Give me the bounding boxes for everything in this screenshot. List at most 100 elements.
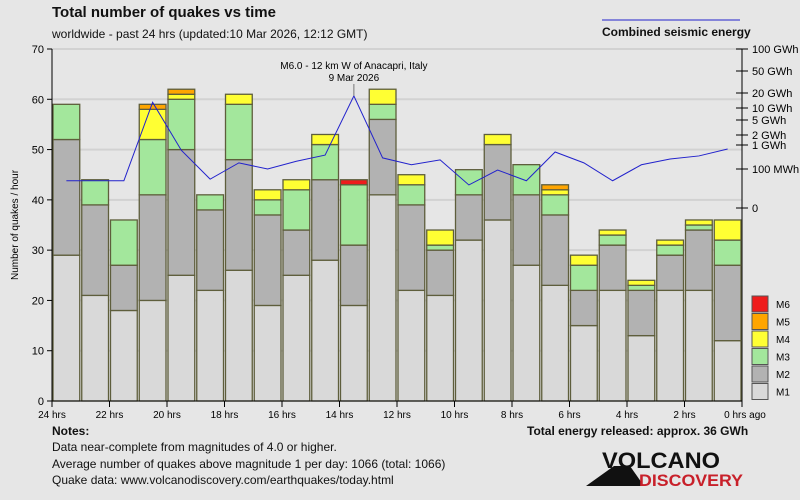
note-line: Data near-complete from magnitudes of 4.… [52, 440, 337, 454]
bar-m1 [282, 274, 311, 402]
energy-legend-label: Combined seismic energy [602, 25, 751, 39]
annotation-date: 9 Mar 2026 [329, 73, 380, 84]
energy-tick-label: 0 [752, 203, 758, 215]
bar-m4 [627, 279, 656, 286]
legend-label-m4: M4 [776, 335, 790, 346]
bar-m4 [368, 88, 397, 105]
bar-m1 [196, 289, 225, 402]
note-line: Quake data: www.volcanodiscovery.com/ear… [52, 473, 394, 487]
bar-m2 [454, 194, 483, 241]
legend-swatch-m5 [751, 313, 769, 330]
bar-m4 [569, 254, 598, 266]
bar-m2 [569, 289, 598, 327]
total-energy: Total energy released: approx. 36 GWh [527, 424, 749, 438]
bar-m1 [569, 324, 598, 402]
legend-label-m2: M2 [776, 370, 790, 381]
bar-m4 [598, 229, 627, 236]
energy-tick-label: 20 GWh [752, 88, 792, 100]
volcanodiscovery-logo[interactable]: VOLCANO DISCOVERY [584, 448, 744, 488]
x-tick-label: 8 hrs [501, 410, 523, 420]
bar-m4 [426, 229, 455, 246]
energy-tick-label: 10 GWh [752, 103, 792, 115]
bar-m1 [167, 274, 196, 402]
x-tick-label: 18 hrs [211, 410, 239, 420]
bar-m3 [253, 199, 282, 216]
y-tick-label: 60 [32, 94, 44, 106]
energy-tick-label: 2 GWh [752, 130, 786, 142]
y-tick-label: 0 [38, 396, 44, 408]
bar-m3 [454, 169, 483, 196]
bar-m3 [656, 244, 685, 256]
bar-m2 [52, 138, 81, 256]
bar-m4 [713, 219, 742, 241]
bar-m2 [627, 289, 656, 337]
bar-m3 [713, 239, 742, 266]
energy-tick-label: 100 MWh [752, 164, 799, 176]
bar-m4 [656, 239, 685, 246]
bar-m2 [598, 244, 627, 292]
bar-m3 [81, 179, 110, 206]
energy-tick-label: 100 GWh [752, 44, 798, 56]
bar-m3 [138, 138, 167, 196]
energy-line [66, 94, 728, 186]
bar-m3 [109, 219, 138, 266]
legend-label-m6: M6 [776, 300, 790, 311]
bar-m4 [253, 189, 282, 201]
energy-tick-label: 50 GWh [752, 66, 792, 78]
bar-m1 [512, 264, 541, 402]
x-tick-label: 14 hrs [326, 410, 354, 420]
bar-m3 [541, 194, 570, 216]
note-line: Average number of quakes above magnitude… [52, 457, 446, 471]
chart-subtitle: worldwide - past 24 hrs (updated:10 Mar … [52, 27, 368, 41]
legend-swatch-m6 [751, 295, 769, 313]
bar-m2 [224, 158, 253, 271]
x-tick-label: 4 hrs [616, 410, 638, 420]
y-tick-label: 70 [32, 44, 44, 56]
bar-m4 [138, 108, 167, 141]
bar-m1 [454, 239, 483, 402]
bar-m2 [138, 194, 167, 302]
x-tick-label: 24 hrs [38, 410, 66, 420]
bar-m2 [397, 204, 426, 292]
bar-m2 [311, 179, 340, 261]
x-tick-label: 20 hrs [153, 410, 181, 420]
bar-m3 [426, 244, 455, 251]
x-tick-label: 12 hrs [383, 410, 411, 420]
legend-swatch-m2 [751, 365, 769, 383]
bar-m3 [339, 184, 368, 246]
energy-tick-label: 1 GWh [752, 140, 786, 152]
bar-m1 [598, 289, 627, 402]
y-tick-label: 30 [32, 245, 44, 257]
bar-m4 [311, 133, 340, 146]
bar-m3 [368, 103, 397, 121]
y-tick-label: 40 [32, 195, 44, 207]
x-tick-label: 2 hrs [673, 410, 695, 420]
x-tick-label: 16 hrs [268, 410, 296, 420]
bar-m2 [339, 244, 368, 307]
bar-m1 [656, 289, 685, 402]
bar-m3 [282, 189, 311, 231]
bar-m1 [138, 299, 167, 402]
bar-m1 [426, 294, 455, 402]
bar-m2 [684, 229, 713, 292]
legend-label-m3: M3 [776, 353, 790, 364]
bar-m1 [253, 304, 282, 402]
bar-m4 [684, 219, 713, 226]
bar-m3 [167, 98, 196, 151]
bar-m2 [167, 148, 196, 276]
svg-text:VOLCANO: VOLCANO [602, 448, 720, 473]
bar-m1 [368, 194, 397, 402]
bar-m4 [541, 189, 570, 196]
legend-swatch-m1 [751, 383, 769, 400]
bar-m1 [311, 259, 340, 402]
bar-m2 [713, 264, 742, 342]
bar-m1 [339, 304, 368, 402]
x-tick-label: 10 hrs [441, 410, 469, 420]
bar-m3 [627, 284, 656, 292]
legend-swatch-m4 [751, 330, 769, 348]
annotation-title: M6.0 - 12 km W of Anacapri, Italy [280, 61, 427, 72]
svg-text:DISCOVERY: DISCOVERY [639, 471, 744, 488]
bar-m1 [109, 309, 138, 402]
x-tick-label: 22 hrs [96, 410, 124, 420]
bar-m1 [713, 340, 742, 402]
